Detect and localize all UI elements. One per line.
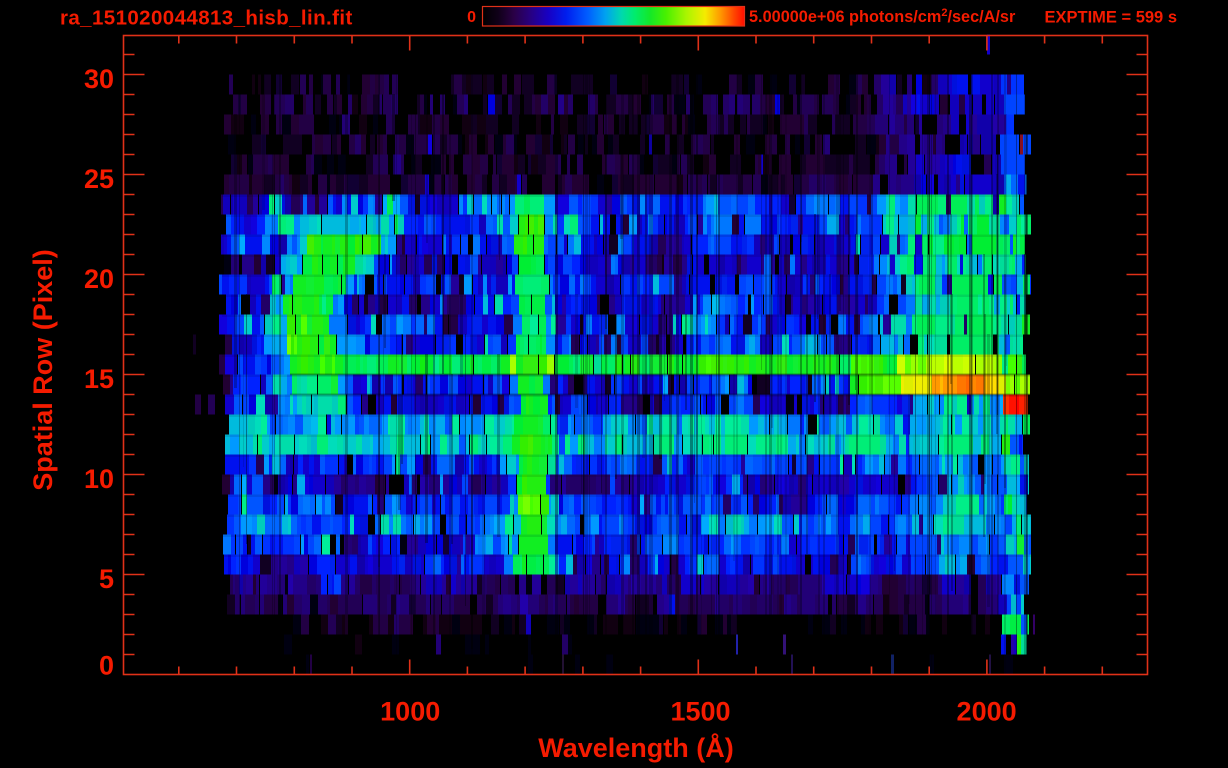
svg-text:0: 0: [467, 9, 476, 26]
svg-text:1000: 1000: [380, 697, 440, 727]
svg-text:20: 20: [84, 264, 114, 294]
svg-text:EXPTIME = 599 s: EXPTIME = 599 s: [1044, 9, 1177, 27]
svg-text:Spatial Row (Pixel): Spatial Row (Pixel): [28, 249, 58, 491]
svg-text:5.00000e+06 photons/cm2/sec/A/: 5.00000e+06 photons/cm2/sec/A/sr: [749, 7, 1016, 26]
svg-text:2000: 2000: [957, 697, 1017, 727]
svg-text:10: 10: [84, 464, 114, 494]
svg-text:25: 25: [84, 164, 114, 194]
svg-text:1500: 1500: [670, 697, 730, 727]
svg-text:ra_151020044813_hisb_lin.fit: ra_151020044813_hisb_lin.fit: [60, 7, 353, 30]
svg-text:Wavelength (Å): Wavelength (Å): [538, 732, 734, 763]
svg-text:30: 30: [84, 64, 114, 94]
svg-text:0: 0: [99, 651, 114, 681]
svg-text:5: 5: [99, 564, 114, 594]
svg-text:15: 15: [84, 364, 114, 394]
